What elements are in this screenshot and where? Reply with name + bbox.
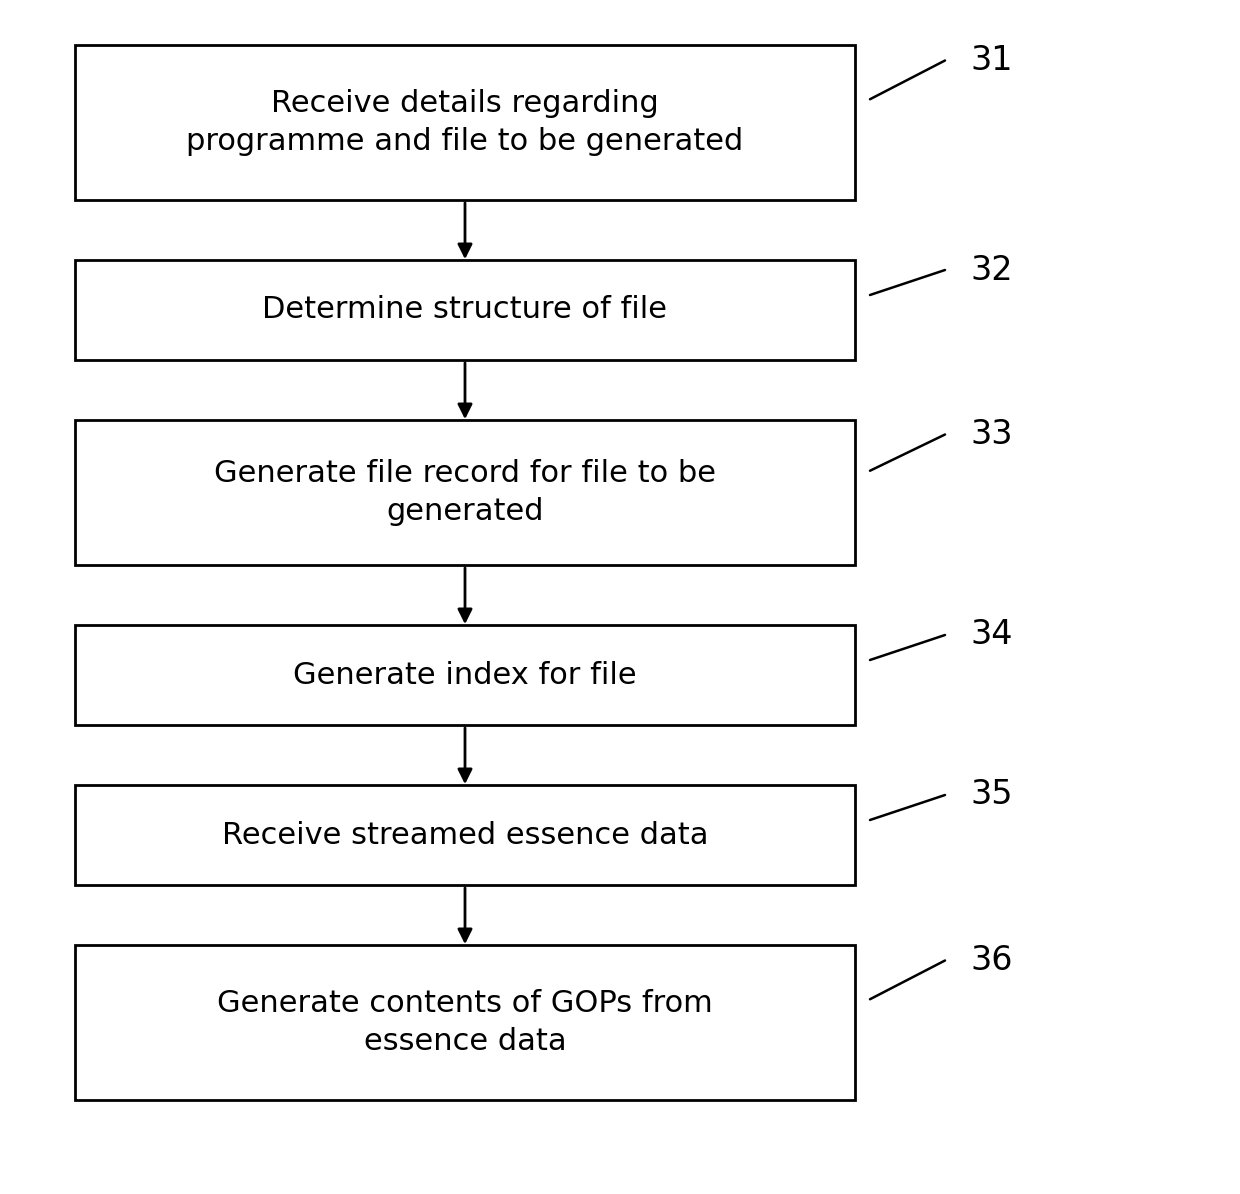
Text: Generate index for file: Generate index for file [293, 660, 637, 689]
Text: 35: 35 [970, 778, 1013, 812]
Text: Receive streamed essence data: Receive streamed essence data [222, 820, 708, 849]
Text: Generate file record for file to be
generated: Generate file record for file to be gene… [215, 458, 715, 527]
Bar [74, 45, 856, 201]
Bar [74, 784, 856, 885]
Bar [74, 420, 856, 565]
Bar [74, 624, 856, 725]
Text: 31: 31 [970, 44, 1013, 76]
Text: Determine structure of file: Determine structure of file [263, 295, 667, 325]
Text: 34: 34 [970, 618, 1013, 652]
Text: 32: 32 [970, 253, 1013, 287]
Text: Generate contents of GOPs from
essence data: Generate contents of GOPs from essence d… [217, 989, 713, 1057]
Bar [74, 944, 856, 1100]
Text: Receive details regarding
programme and file to be generated: Receive details regarding programme and … [186, 88, 744, 156]
Text: 36: 36 [970, 944, 1013, 977]
Bar [74, 260, 856, 361]
Text: 33: 33 [970, 418, 1013, 451]
